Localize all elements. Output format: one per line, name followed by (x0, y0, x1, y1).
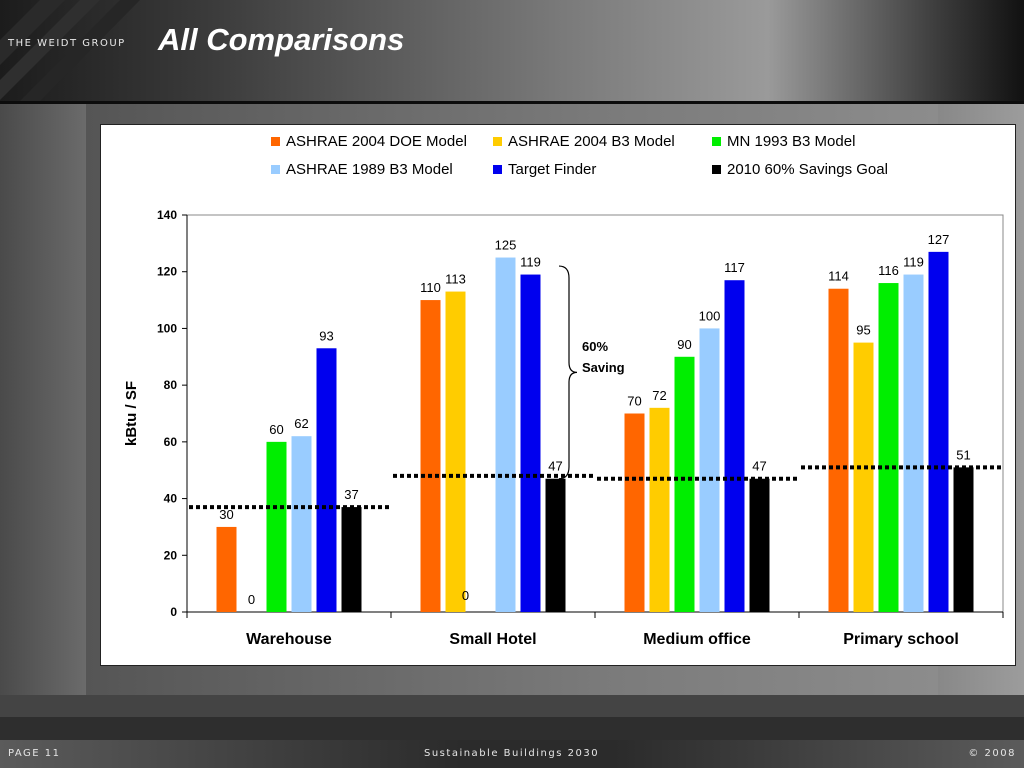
legend-entry-label: Target Finder (508, 161, 596, 178)
x-category-label: Medium office (643, 631, 751, 648)
y-axis-label: kBtu / SF (123, 381, 140, 446)
legend-entry-label: MN 1993 B3 Model (727, 133, 855, 150)
y-tick-label: 120 (157, 265, 177, 279)
data-label: 0 (248, 592, 255, 607)
data-label: 72 (652, 388, 666, 403)
slide-header: THE WEIDT GROUP All Comparisons (0, 0, 1024, 101)
saving-annotation-label: Saving (582, 360, 625, 375)
legend-entry-label: ASHRAE 1989 B3 Model (286, 161, 453, 178)
bar (699, 328, 720, 612)
y-tick-label: 20 (164, 548, 178, 562)
bar (420, 300, 441, 612)
data-label: 93 (319, 328, 333, 343)
data-label: 90 (677, 337, 691, 352)
bar (749, 478, 770, 612)
background-side-left (0, 104, 86, 740)
data-label: 110 (420, 280, 441, 295)
bar (928, 251, 949, 612)
bar (341, 507, 362, 612)
slide-footer: PAGE 11 Sustainable Buildings 2030 © 200… (0, 740, 1024, 768)
bar (316, 348, 337, 612)
background-band-bottom (0, 695, 1024, 717)
data-label: 127 (928, 232, 950, 247)
bar (953, 467, 974, 612)
data-label: 116 (878, 263, 899, 278)
y-tick-label: 140 (157, 208, 177, 222)
y-tick-label: 80 (164, 378, 178, 392)
bar (216, 526, 237, 612)
bar (266, 441, 287, 612)
legend-swatch (712, 137, 721, 146)
bar-chart: 0 20 40 60 80 100 120 140 kBtu / SF Warehouse Smal… (123, 133, 1004, 648)
y-tick-label: 40 (164, 492, 178, 506)
bar (445, 291, 466, 612)
copyright: © 2008 (968, 748, 1016, 759)
bar (903, 274, 924, 612)
legend-swatch (271, 165, 280, 174)
legend-entry-label: ASHRAE 2004 B3 Model (508, 133, 675, 150)
y-tick-label: 100 (157, 321, 177, 335)
bar (878, 283, 899, 612)
data-label: 30 (219, 507, 233, 522)
data-label: 37 (344, 487, 358, 502)
x-category-label: Primary school (843, 631, 959, 648)
footer-title: Sustainable Buildings 2030 (424, 748, 600, 759)
slide-title: All Comparisons (158, 22, 405, 57)
bar (724, 280, 745, 612)
data-label: 47 (752, 459, 766, 474)
data-label: 62 (294, 416, 308, 431)
y-tick-label: 60 (164, 435, 178, 449)
data-label: 51 (956, 447, 970, 462)
data-label: 125 (495, 238, 517, 253)
bar (624, 413, 645, 612)
header-stripes-decoration (0, 0, 140, 101)
legend-entry-label: ASHRAE 2004 DOE Model (286, 133, 467, 150)
data-label: 70 (627, 394, 641, 409)
legend-swatch (493, 165, 502, 174)
x-category-label: Warehouse (246, 631, 332, 648)
bar (495, 257, 516, 612)
legend-entry-label: 2010 60% Savings Goal (727, 161, 888, 178)
data-label: 119 (520, 255, 541, 270)
legend-swatch (712, 165, 721, 174)
saving-brace (558, 265, 578, 480)
data-label: 47 (548, 459, 562, 474)
page-number: PAGE 11 (8, 748, 61, 759)
legend-swatch (493, 137, 502, 146)
data-label: 100 (699, 308, 721, 323)
legend-swatch (271, 137, 280, 146)
bar (545, 478, 566, 612)
data-label: 113 (445, 272, 466, 287)
data-label-zero: 0 (462, 588, 469, 603)
bar (520, 274, 541, 612)
background-band-bottom-dark (0, 717, 1024, 740)
y-tick-label: 0 (170, 605, 177, 619)
bar (853, 342, 874, 612)
x-category-label: Small Hotel (449, 631, 536, 648)
data-label: 119 (903, 255, 924, 270)
header-divider (0, 101, 1024, 104)
bar (649, 407, 670, 612)
saving-annotation-percent: 60% (582, 339, 608, 354)
brand-logo-text: THE WEIDT GROUP (8, 38, 126, 49)
data-label: 114 (828, 269, 849, 284)
data-label: 117 (724, 260, 745, 275)
data-label: 95 (856, 323, 870, 338)
bar (291, 436, 312, 612)
chart-container: 0 20 40 60 80 100 120 140 kBtu / SF Warehouse Smal… (100, 124, 1016, 666)
bar (674, 356, 695, 612)
bar (828, 288, 849, 612)
data-label: 60 (269, 422, 283, 437)
